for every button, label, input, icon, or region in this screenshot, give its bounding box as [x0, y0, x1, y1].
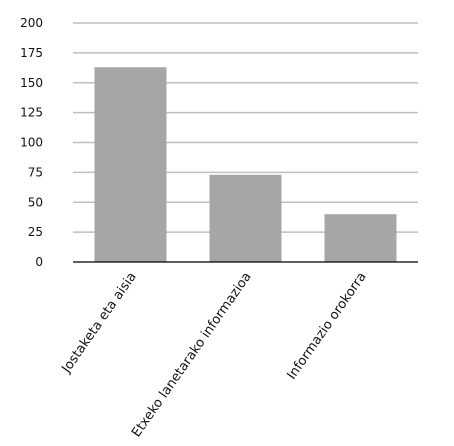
x-tick-label: Jostaketa eta aisia: [59, 270, 140, 377]
y-tick-label: 75: [28, 165, 43, 179]
y-tick-label: 200: [20, 16, 43, 30]
y-tick-label: 0: [35, 255, 43, 269]
y-tick-labels: 0 25 50 75 100 125 150 175 200: [20, 16, 43, 269]
y-tick-label: 175: [20, 46, 43, 60]
bar: [94, 67, 167, 262]
y-tick-label: 150: [20, 76, 43, 90]
bar: [209, 174, 282, 262]
x-tick-label: Informazio orokorra: [284, 270, 369, 383]
y-tick-label: 125: [20, 106, 43, 120]
bars: [94, 67, 397, 262]
bar: [324, 214, 397, 262]
y-tick-label: 50: [28, 195, 43, 209]
y-tick-label: 25: [28, 225, 43, 239]
x-tick-label: Etxeko lanetarako informazioa: [129, 270, 255, 440]
y-tick-label: 100: [20, 136, 43, 150]
